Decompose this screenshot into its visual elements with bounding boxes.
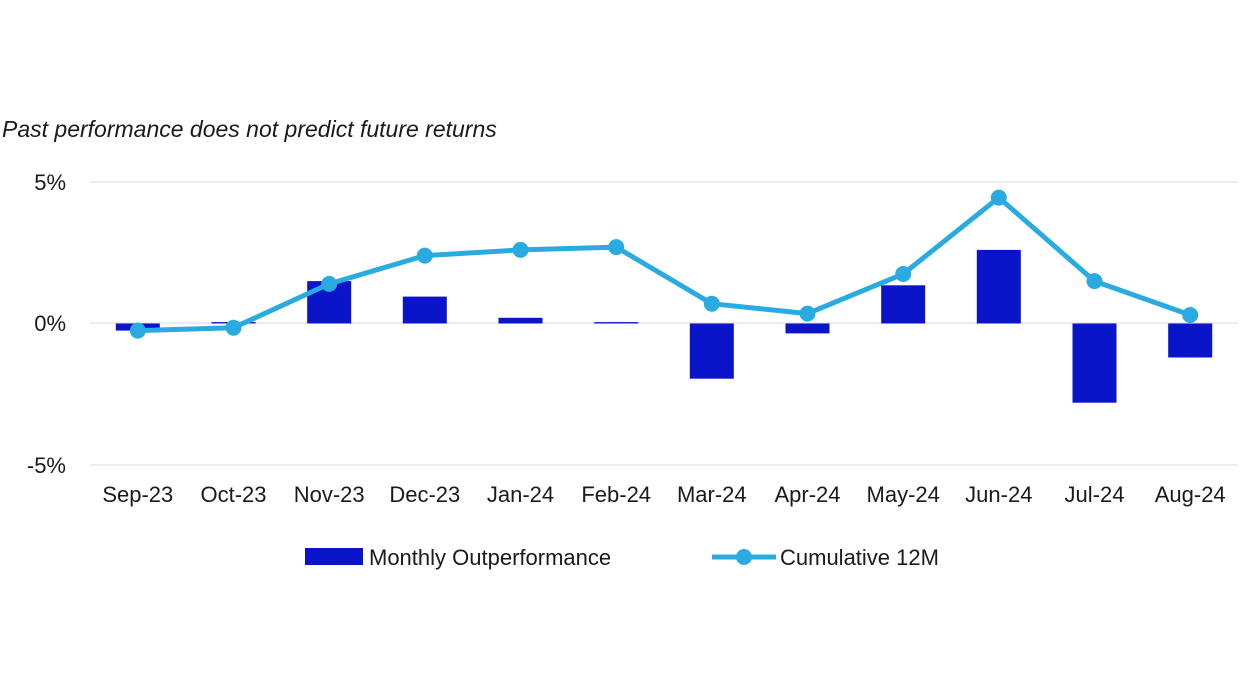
line-point-oct-23 <box>225 319 242 336</box>
x-tick-label: May-24 <box>867 482 940 507</box>
legend-label-bar: Monthly Outperformance <box>369 545 611 570</box>
cumulative-line <box>137 195 1192 334</box>
line-point-jan-24 <box>512 241 529 258</box>
legend-label-line: Cumulative 12M <box>780 545 939 570</box>
x-tick-label: Oct-23 <box>200 482 266 507</box>
bar-series <box>115 249 1213 403</box>
bar-jul-24 <box>1072 323 1117 403</box>
chart-subtitle: Past performance does not predict future… <box>2 116 497 142</box>
x-tick-label: Nov-23 <box>294 482 365 507</box>
x-tick-label: Jun-24 <box>965 482 1032 507</box>
x-tick-label: Mar-24 <box>677 482 747 507</box>
x-axis-labels: Sep-23 Oct-23 Nov-23 Dec-23 Jan-24 Feb-24 Mar-… <box>102 482 1225 507</box>
x-tick-label: Apr-24 <box>774 482 840 507</box>
bar-mar-24 <box>689 323 734 379</box>
x-tick-label: Sep-23 <box>102 482 173 507</box>
line-point-apr-24 <box>799 305 816 322</box>
line-point-feb-24 <box>608 239 625 256</box>
x-tick-label: Jan-24 <box>487 482 554 507</box>
line-point-may-24 <box>895 266 912 282</box>
bar-jun-24 <box>976 249 1021 324</box>
bar-may-24 <box>881 285 926 324</box>
bar-aug-24 <box>1168 323 1213 358</box>
legend: Monthly Outperformance Cumulative 12M <box>305 545 939 570</box>
legend-swatch-bar <box>305 548 363 565</box>
bar-jan-24 <box>498 317 543 324</box>
line-point-jun-24 <box>990 189 1007 206</box>
x-tick-label: Jul-24 <box>1065 482 1125 507</box>
line-point-dec-23 <box>416 247 433 264</box>
line-point-sep-23 <box>129 322 146 339</box>
y-tick-label: -5% <box>27 453 66 478</box>
line-series <box>129 189 1199 339</box>
y-tick-label: 0% <box>34 311 66 336</box>
x-tick-label: Dec-23 <box>389 482 460 507</box>
bar-apr-24 <box>785 323 830 334</box>
y-axis-labels: 5% 0% -5% <box>27 170 66 478</box>
legend-swatch-marker <box>736 549 752 565</box>
line-point-mar-24 <box>703 295 720 312</box>
line-point-jul-24 <box>1086 273 1103 290</box>
gridlines <box>90 181 1238 466</box>
line-point-aug-24 <box>1182 307 1199 323</box>
y-tick-label: 5% <box>34 170 66 195</box>
x-tick-label: Feb-24 <box>581 482 651 507</box>
x-tick-label: Aug-24 <box>1155 482 1226 507</box>
bar-feb-24 <box>594 322 639 324</box>
bar-dec-23 <box>402 296 447 324</box>
line-point-nov-23 <box>321 275 338 292</box>
